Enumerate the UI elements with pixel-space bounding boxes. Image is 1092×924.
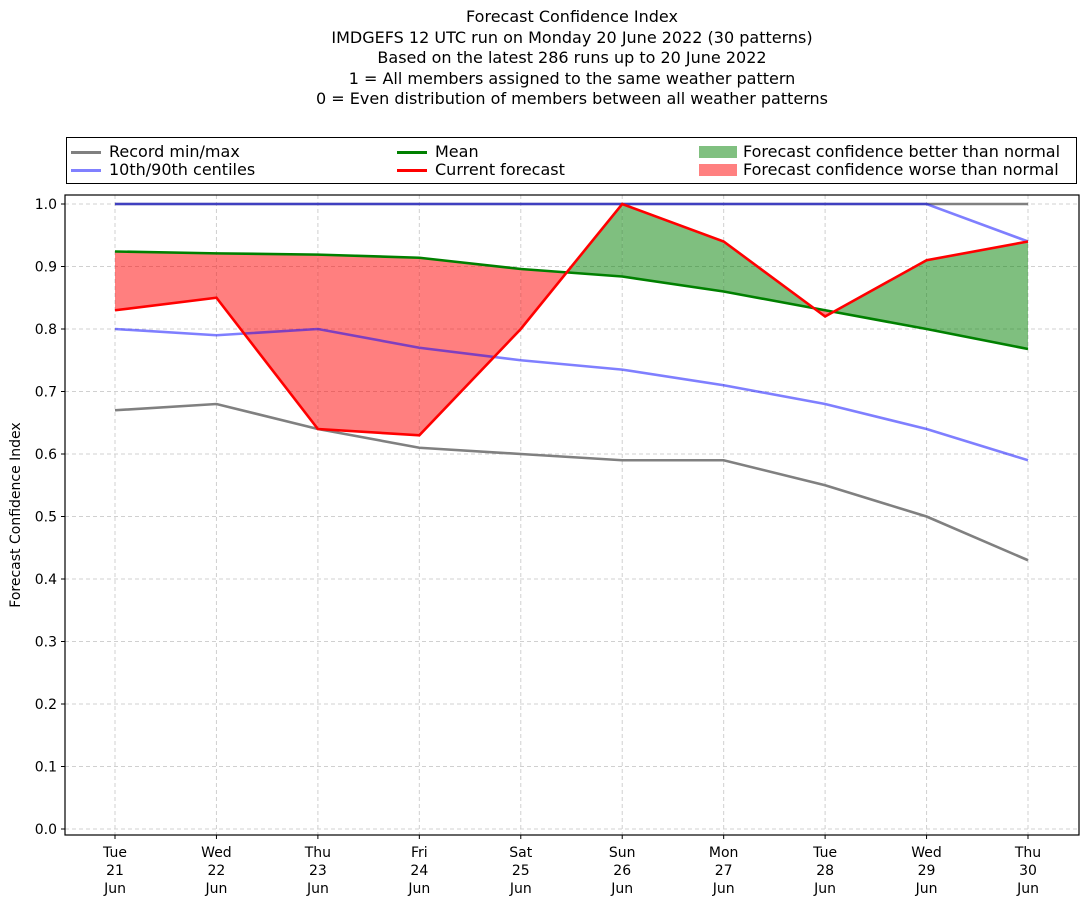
x-tick-label: Tue xyxy=(102,845,127,861)
x-tick-label: 30 xyxy=(1019,863,1037,879)
fill-worse-than-normal xyxy=(216,253,318,429)
y-tick-label: 0.7 xyxy=(35,385,57,401)
x-tick-label: Jun xyxy=(306,881,329,897)
x-tick-label: Jun xyxy=(509,881,532,897)
y-axis-ticks: 0.0 0.1 0.2 0.3 0.4 0.5 0.6 0.7 0.8 0.9 1.0 xyxy=(35,197,65,838)
y-tick-label: 1.0 xyxy=(35,197,57,213)
x-tick-label: 28 xyxy=(816,863,834,879)
x-tick-label: 29 xyxy=(918,863,936,879)
chart-subtitle-scale-min: 0 = Even distribution of members between… xyxy=(315,89,829,108)
x-tick-label: Wed xyxy=(201,845,232,861)
fill-worse-than-normal xyxy=(317,254,420,436)
fill-better-than-normal xyxy=(833,260,927,329)
x-tick-label: 24 xyxy=(410,863,428,879)
x-tick-label: Fri xyxy=(411,845,428,861)
x-tick-label: 21 xyxy=(106,863,124,879)
fill-worse-than-normal xyxy=(419,257,521,436)
x-tick-label: Jun xyxy=(205,881,228,897)
legend-patch-better xyxy=(699,146,737,158)
x-tick-label: Jun xyxy=(103,881,126,897)
chart-subtitle-scale-max: 1 = All members assigned to the same wea… xyxy=(348,68,796,88)
y-tick-label: 0.2 xyxy=(35,697,57,713)
legend-line-mean xyxy=(397,151,427,154)
chart-subtitle-basis: Based on the latest 286 runs up to 20 Ju… xyxy=(377,48,767,67)
line-mean xyxy=(114,250,1029,351)
legend-label: Record min/max xyxy=(109,142,240,161)
x-tick-label: Thu xyxy=(1014,845,1041,861)
x-tick-label: 26 xyxy=(613,863,631,879)
x-axis-ticks: Tue 21 Jun Wed 22 Jun Thu 23 Jun Fri 24 Jun Sat 25 Jun… xyxy=(102,835,1041,897)
line-10th-centile xyxy=(114,327,1029,462)
y-tick-label: 0.9 xyxy=(35,260,57,276)
x-tick-label: Wed xyxy=(911,845,942,861)
plot-frame xyxy=(64,194,1080,836)
x-tick-label: Tue xyxy=(812,845,837,861)
x-tick-label: 25 xyxy=(512,863,530,879)
y-tick-label: 0.4 xyxy=(35,572,57,588)
y-tick-label: 0.3 xyxy=(35,635,57,651)
legend-label: Forecast confidence better than normal xyxy=(743,142,1061,161)
legend-line-centiles xyxy=(71,169,101,172)
series-lines xyxy=(114,202,1029,562)
y-tick-label: 0.5 xyxy=(35,510,57,526)
x-tick-label: Jun xyxy=(712,881,735,897)
legend-label: Forecast confidence worse than normal xyxy=(743,160,1059,179)
y-tick-label: 0.6 xyxy=(35,447,57,463)
x-tick-label: 23 xyxy=(309,863,327,879)
x-tick-label: Jun xyxy=(407,881,430,897)
x-tick-label: Jun xyxy=(610,881,633,897)
legend-label: Mean xyxy=(435,142,479,161)
x-tick-label: 22 xyxy=(208,863,226,879)
chart-title-block: Forecast Confidence Index IMDGEFS 12 UTC… xyxy=(0,7,1092,110)
x-tick-label: Thu xyxy=(304,845,331,861)
x-tick-label: Sun xyxy=(609,845,636,861)
chart-legend: Record min/max 10th/90th centiles Mean C… xyxy=(66,137,1077,184)
y-tick-label: 0.1 xyxy=(35,760,57,776)
fill-better-than-normal xyxy=(622,204,724,292)
fill-better-than-normal xyxy=(926,241,1028,349)
legend-patch-worse xyxy=(699,164,737,176)
x-tick-label: 27 xyxy=(715,863,733,879)
chart-subtitle-run: IMDGEFS 12 UTC run on Monday 20 June 202… xyxy=(331,27,813,47)
legend-line-current xyxy=(397,169,427,172)
line-90th-centile xyxy=(115,202,1029,243)
x-tick-label: Mon xyxy=(709,845,739,861)
legend-label: 10th/90th centiles xyxy=(109,160,256,179)
x-tick-label: Jun xyxy=(915,881,938,897)
line-record-min xyxy=(114,402,1029,562)
fill-areas xyxy=(115,204,1028,436)
y-tick-label: 0.8 xyxy=(35,322,57,338)
x-tick-label: Jun xyxy=(1016,881,1039,897)
legend-label: Current forecast xyxy=(435,160,565,179)
legend-line-record xyxy=(71,151,101,154)
line-current-forecast xyxy=(114,202,1029,437)
x-tick-label: Sat xyxy=(509,845,532,861)
chart-title: Forecast Confidence Index xyxy=(466,7,678,26)
fill-worse-than-normal xyxy=(115,251,217,311)
x-tick-label: Jun xyxy=(813,881,836,897)
y-tick-label: 0.0 xyxy=(35,822,57,838)
